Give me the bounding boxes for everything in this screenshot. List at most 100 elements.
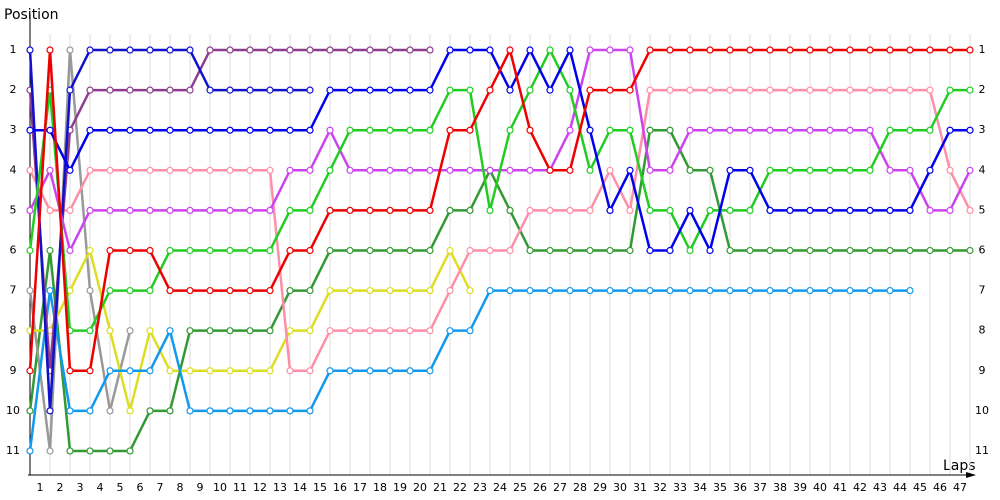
position-marker xyxy=(566,166,574,174)
position-marker xyxy=(306,407,314,415)
position-marker xyxy=(166,286,174,295)
position-marker xyxy=(286,407,294,415)
x-tick-label: 17 xyxy=(353,481,367,494)
position-marker xyxy=(826,246,834,255)
position-marker xyxy=(466,126,474,134)
position-marker xyxy=(586,126,594,134)
position-marker xyxy=(626,206,634,214)
x-tick-label: 12 xyxy=(253,481,267,494)
x-tick-label: 4 xyxy=(97,481,104,494)
x-tick-label: 1 xyxy=(37,481,44,494)
position-marker xyxy=(866,286,874,295)
position-marker xyxy=(786,46,794,54)
position-marker xyxy=(526,286,534,295)
position-marker xyxy=(306,166,314,174)
y-axis-title: Position xyxy=(4,7,59,23)
position-marker xyxy=(26,206,34,214)
x-tick-label: 18 xyxy=(373,481,387,494)
position-marker xyxy=(306,86,314,94)
position-marker xyxy=(486,46,494,54)
position-marker xyxy=(366,86,374,94)
position-marker xyxy=(106,407,114,415)
position-marker xyxy=(306,286,314,295)
driver-series xyxy=(26,46,974,255)
position-marker xyxy=(806,206,814,214)
x-tick-label: 7 xyxy=(157,481,164,494)
position-marker xyxy=(746,166,754,174)
position-marker xyxy=(86,407,94,415)
position-marker xyxy=(586,246,594,255)
position-marker xyxy=(206,246,214,255)
position-marker xyxy=(926,206,934,214)
position-marker xyxy=(446,126,454,134)
position-marker xyxy=(626,166,634,174)
position-marker xyxy=(326,46,334,54)
position-marker xyxy=(386,367,394,375)
position-marker xyxy=(386,126,394,134)
position-marker xyxy=(126,407,134,415)
position-marker xyxy=(406,206,414,214)
x-tick-label: 29 xyxy=(593,481,607,494)
position-marker xyxy=(946,166,954,174)
position-marker xyxy=(786,86,794,94)
driver-series xyxy=(26,246,474,415)
position-marker xyxy=(726,246,734,255)
position-marker xyxy=(166,407,174,415)
position-marker xyxy=(446,166,454,174)
position-marker xyxy=(906,206,914,214)
position-marker xyxy=(766,126,774,134)
position-marker xyxy=(726,126,734,134)
position-marker xyxy=(926,166,934,174)
position-marker xyxy=(786,166,794,174)
position-marker xyxy=(706,286,714,295)
y-tick-label: 3 xyxy=(10,123,17,136)
position-marker xyxy=(466,86,474,94)
position-marker xyxy=(186,166,194,174)
position-marker xyxy=(66,447,74,455)
y-tick-label: 7 xyxy=(10,284,17,297)
position-marker xyxy=(46,447,54,455)
position-marker xyxy=(406,166,414,174)
position-marker xyxy=(506,246,514,255)
y-tick-label: 5 xyxy=(10,203,17,216)
position-marker xyxy=(486,206,494,214)
position-marker xyxy=(666,126,674,134)
x-tick-label: 26 xyxy=(533,481,547,494)
position-marker xyxy=(306,367,314,375)
driver-series xyxy=(26,46,134,455)
x-tick-label: 21 xyxy=(433,481,447,494)
position-marker xyxy=(206,286,214,295)
position-marker xyxy=(226,246,234,255)
y-tick-label-right: 8 xyxy=(979,324,986,337)
position-marker xyxy=(226,46,234,54)
position-marker xyxy=(706,246,714,255)
y-tick-label: 9 xyxy=(10,364,17,377)
position-marker xyxy=(866,206,874,214)
position-marker xyxy=(486,166,494,174)
x-tick-label: 28 xyxy=(573,481,587,494)
position-marker xyxy=(46,407,54,415)
position-marker xyxy=(546,86,554,94)
position-marker xyxy=(126,46,134,54)
position-marker xyxy=(466,286,474,295)
position-marker xyxy=(386,246,394,255)
position-marker xyxy=(806,286,814,295)
position-marker xyxy=(26,46,34,54)
position-marker xyxy=(586,46,594,54)
x-tick-label: 37 xyxy=(753,481,767,494)
position-marker xyxy=(806,126,814,134)
position-marker xyxy=(426,246,434,255)
position-marker xyxy=(706,46,714,54)
position-marker xyxy=(506,166,514,174)
position-marker xyxy=(386,166,394,174)
x-tick-label: 31 xyxy=(633,481,647,494)
x-tick-label: 5 xyxy=(117,481,124,494)
x-tick-label: 15 xyxy=(313,481,327,494)
position-marker xyxy=(206,327,214,335)
x-tick-label: 2 xyxy=(57,481,64,494)
x-tick-label: 16 xyxy=(333,481,347,494)
position-marker xyxy=(66,166,74,174)
position-marker xyxy=(406,46,414,54)
position-marker xyxy=(446,246,454,255)
